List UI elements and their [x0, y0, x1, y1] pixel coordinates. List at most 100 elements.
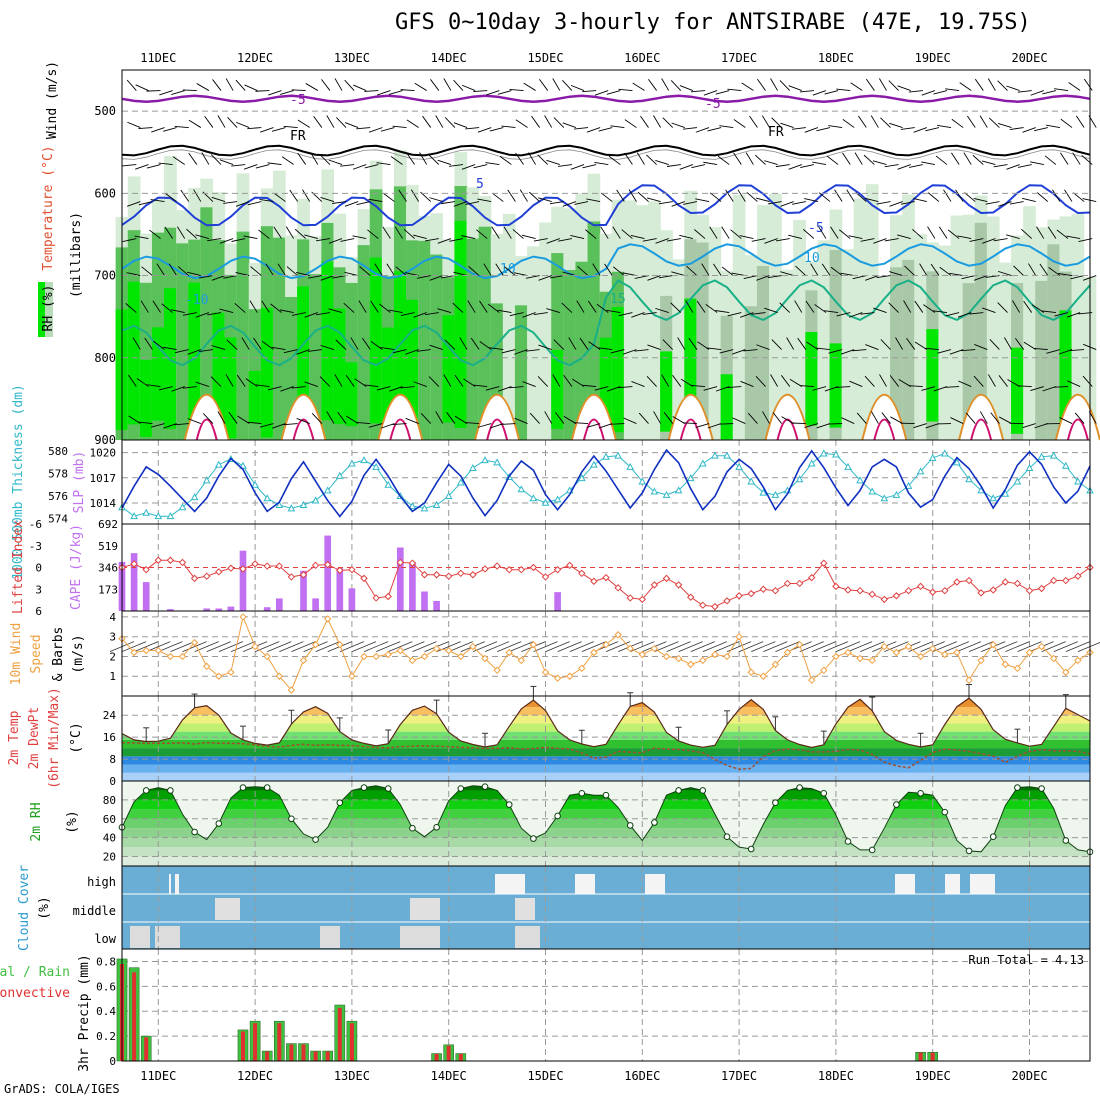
barb: [255, 90, 270, 92]
barb: [380, 127, 395, 132]
barb: [1070, 349, 1085, 352]
y-label-wind10m-a: 10m Wind: [9, 623, 24, 686]
surface-barb: [230, 641, 256, 652]
barb: [304, 234, 318, 239]
barb: [1060, 118, 1073, 128]
barb: [878, 78, 887, 91]
barb: [367, 229, 379, 239]
barb: [1054, 312, 1069, 317]
barb: [1072, 152, 1081, 165]
rh-mid-cell: [1035, 280, 1048, 440]
li-point: [989, 586, 997, 594]
rh-light-cell: [817, 240, 831, 440]
surface-barb: [835, 641, 861, 652]
barb: [437, 159, 452, 165]
rh-point: [142, 787, 150, 794]
barb: [803, 229, 815, 239]
wind-speed-point: [190, 638, 199, 647]
thickness-point: [904, 481, 913, 489]
rh-mid-cell: [890, 267, 903, 440]
wind-speed-point: [916, 652, 925, 661]
rh-point: [651, 819, 658, 826]
barb: [552, 374, 561, 387]
barb: [967, 115, 976, 128]
barb: [727, 88, 742, 92]
barb: [876, 201, 891, 205]
wind-speed-point: [227, 668, 235, 676]
barb: [304, 381, 318, 387]
barb: [553, 339, 565, 350]
thickness-point: [880, 494, 889, 502]
rh-point: [820, 789, 828, 797]
thickness-point: [916, 467, 925, 475]
barb: [679, 85, 694, 91]
date-label-bottom: 16DEC: [624, 1069, 660, 1083]
barb: [416, 349, 431, 352]
li-point: [565, 561, 574, 570]
barb: [334, 78, 343, 91]
li-point: [142, 565, 150, 574]
wind-speed-point: [832, 652, 840, 661]
barb: [1006, 234, 1020, 239]
wind-speed-point: [759, 672, 768, 680]
li-point: [928, 588, 937, 596]
barb: [280, 90, 294, 95]
barb: [818, 192, 831, 202]
barb: [501, 349, 516, 354]
wind-speed-point: [590, 648, 598, 657]
barb: [764, 160, 778, 165]
barb: [1041, 310, 1056, 314]
cloud-label-high: high: [87, 875, 116, 889]
barb: [740, 380, 754, 387]
barb: [253, 337, 262, 350]
rh-light-cell: [998, 262, 1012, 440]
barb: [326, 115, 335, 128]
barb: [307, 349, 322, 352]
slp-tick-label: 1017: [90, 472, 117, 485]
barb: [682, 422, 697, 425]
barb: [424, 238, 439, 242]
barb: [247, 421, 262, 425]
precip-conv-bar: [301, 1044, 306, 1061]
barb: [454, 374, 464, 387]
rh-point: [844, 838, 852, 845]
rh-light-cell: [732, 194, 746, 440]
barb: [1028, 263, 1037, 276]
barb: [250, 266, 262, 276]
thickness-line: [121, 452, 1091, 517]
barb: [463, 378, 476, 387]
barb: [223, 201, 238, 204]
wind-speed-point: [1037, 642, 1046, 651]
barb: [1054, 88, 1069, 92]
y-label-precip: 3hr Precip (mm): [77, 954, 92, 1071]
date-label-top: 17DEC: [721, 51, 757, 65]
barb: [781, 416, 794, 424]
barb: [927, 226, 936, 239]
barb: [888, 80, 899, 91]
barb: [636, 152, 645, 165]
precip-tick-label: 0.2: [96, 1030, 116, 1043]
thickness-point: [456, 478, 465, 486]
thickness-point: [856, 476, 864, 484]
barb: [647, 344, 661, 350]
barb: [497, 90, 512, 95]
barb: [319, 376, 331, 387]
barb: [1030, 161, 1044, 165]
barb: [814, 304, 827, 313]
barb: [555, 412, 565, 424]
wind-speed-point: [432, 644, 441, 653]
li-point: [469, 571, 477, 579]
barb: [465, 127, 480, 130]
surface-barb: [702, 641, 728, 652]
rh-light-cell: [938, 245, 952, 440]
barb: [392, 423, 407, 426]
temp-tick-label: 8: [109, 753, 116, 766]
barb: [413, 381, 427, 387]
surface-barb: [497, 641, 522, 652]
li-point: [590, 577, 598, 585]
li-point: [795, 579, 804, 588]
li-point: [336, 566, 344, 575]
li-point: [783, 579, 792, 588]
barb: [1023, 300, 1033, 313]
barb: [328, 238, 343, 244]
